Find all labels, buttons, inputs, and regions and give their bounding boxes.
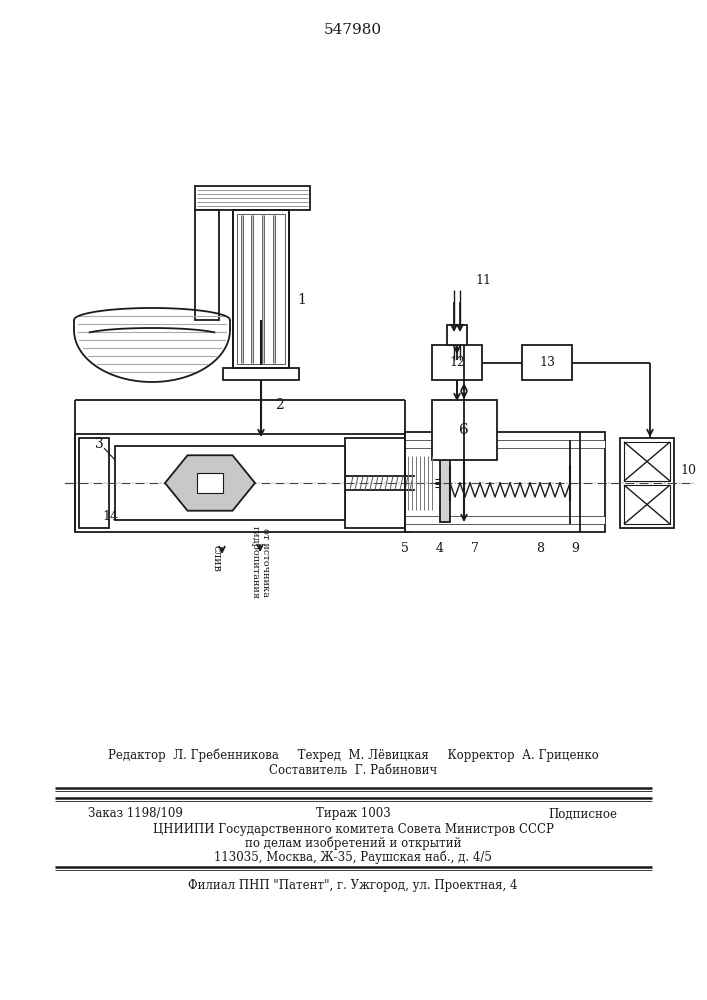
- Bar: [624, 485, 670, 524]
- Text: 1: 1: [297, 293, 306, 307]
- Bar: [223, 368, 299, 380]
- Bar: [237, 214, 285, 364]
- Text: 6: 6: [459, 423, 469, 437]
- Text: 8: 8: [536, 542, 544, 555]
- Text: от источника
гидропитания: от источника гидропитания: [250, 526, 269, 598]
- Bar: [195, 186, 310, 210]
- Bar: [345, 438, 405, 528]
- Bar: [79, 438, 109, 528]
- Text: 547980: 547980: [324, 23, 382, 37]
- Text: 5: 5: [401, 542, 409, 555]
- Polygon shape: [197, 473, 223, 493]
- Bar: [405, 516, 605, 524]
- Bar: [195, 210, 219, 320]
- Bar: [75, 434, 410, 532]
- Text: 4: 4: [436, 542, 444, 555]
- Text: 9: 9: [571, 542, 579, 555]
- Bar: [624, 442, 670, 481]
- Bar: [432, 345, 482, 380]
- Bar: [405, 454, 435, 512]
- Text: 11: 11: [475, 273, 491, 286]
- Text: 7: 7: [471, 542, 479, 555]
- Bar: [405, 440, 605, 448]
- Text: 113035, Москва, Ж-35, Раушская наб., д. 4/5: 113035, Москва, Ж-35, Раушская наб., д. …: [214, 850, 492, 864]
- Text: Составитель  Г. Рабинович: Составитель Г. Рабинович: [269, 764, 437, 776]
- Text: 3: 3: [95, 437, 104, 451]
- Bar: [115, 446, 345, 520]
- Bar: [432, 400, 497, 460]
- Text: Подписное: Подписное: [548, 808, 617, 820]
- Text: Тираж 1003: Тираж 1003: [315, 808, 390, 820]
- Text: 13: 13: [539, 357, 555, 369]
- Text: Редактор  Л. Гребенникова     Техред  М. Лёвицкая     Корректор  А. Гриценко: Редактор Л. Гребенникова Техред М. Лёвиц…: [107, 748, 598, 762]
- Text: Филиал ПНП "Патент", г. Ужгород, ул. Проектная, 4: Филиал ПНП "Патент", г. Ужгород, ул. Про…: [188, 879, 518, 892]
- Text: Заказ 1198/109: Заказ 1198/109: [88, 808, 183, 820]
- Bar: [620, 438, 674, 528]
- Text: 10: 10: [680, 464, 696, 477]
- Text: 14: 14: [102, 510, 118, 522]
- Text: 12: 12: [449, 357, 465, 369]
- Polygon shape: [165, 455, 255, 511]
- Bar: [447, 325, 467, 345]
- Bar: [522, 345, 572, 380]
- Bar: [440, 442, 450, 522]
- Text: по делам изобретений и открытий: по делам изобретений и открытий: [245, 836, 461, 850]
- Bar: [233, 210, 289, 368]
- Bar: [405, 432, 605, 532]
- Text: слив: слив: [212, 545, 222, 571]
- Text: 2: 2: [275, 398, 284, 412]
- Text: ЦНИИПИ Государственного комитета Совета Министров СССР: ЦНИИПИ Государственного комитета Совета …: [153, 822, 554, 836]
- Bar: [233, 210, 289, 368]
